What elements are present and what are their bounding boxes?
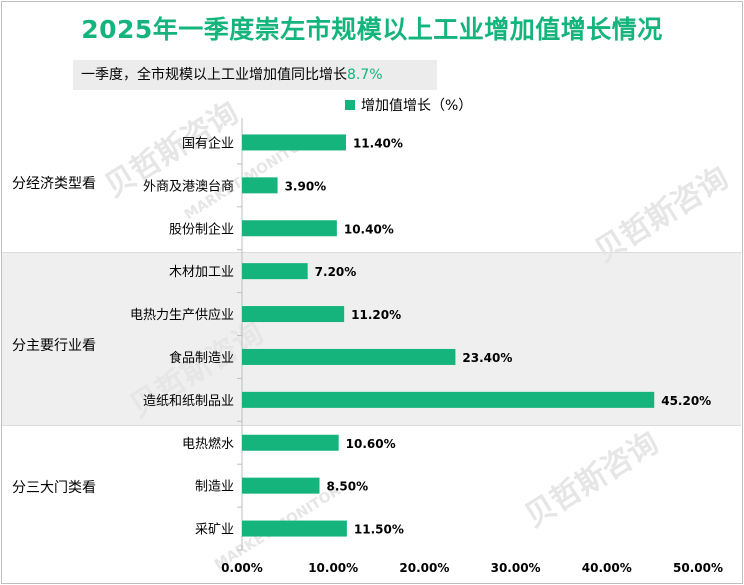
data-label: 23.40% (462, 351, 512, 365)
bar (242, 177, 278, 194)
bar (242, 520, 347, 537)
group-separator (2, 425, 741, 426)
chart-legend: 增加值增长（%） (345, 97, 472, 115)
bar (242, 134, 346, 151)
category-label: 采矿业 (195, 523, 234, 538)
category-label: 电热力生产供应业 (130, 307, 234, 323)
data-label: 8.50% (327, 480, 369, 494)
bar (242, 306, 345, 323)
legend-swatch (345, 100, 355, 110)
chart-subtitle: 一季度，全市规模以上工业增加值同比增长8.7% (73, 60, 437, 90)
bar (242, 391, 655, 408)
data-label: 10.40% (344, 222, 394, 236)
bar (242, 263, 308, 280)
data-label: 10.60% (346, 437, 396, 451)
x-tick-label: 30.00% (491, 561, 541, 575)
subtitle-text: 一季度，全市规模以上工业增加值同比增长 (81, 67, 347, 83)
group-separator (2, 252, 741, 253)
bar (242, 477, 320, 494)
data-label: 45.20% (661, 394, 711, 408)
x-tick-label: 0.00% (221, 561, 263, 575)
x-tick-label: 10.00% (308, 561, 358, 575)
bar (242, 220, 337, 237)
group-label-industry: 分主要行业看 (12, 338, 96, 354)
data-label: 11.50% (354, 523, 404, 537)
x-tick-label: 20.00% (399, 561, 449, 575)
category-label: 食品制造业 (169, 350, 234, 366)
category-label: 国有企业 (182, 135, 234, 151)
category-label: 制造业 (195, 480, 234, 495)
data-label: 11.40% (353, 136, 403, 150)
category-label: 造纸和纸制品业 (143, 394, 234, 409)
data-label: 11.20% (351, 308, 401, 322)
category-label: 股份制企业 (169, 221, 234, 237)
group-label-economic: 分经济类型看 (12, 176, 96, 192)
bar (242, 434, 339, 451)
subtitle-value: 8.7% (347, 67, 383, 83)
chart-title: 2025年一季度崇左市规模以上工业增加值增长情况 (81, 15, 663, 44)
category-label: 电热燃水 (182, 436, 234, 452)
group-label-category: 分三大门类看 (12, 480, 96, 496)
data-label: 7.20% (315, 265, 357, 279)
category-label: 木材加工业 (169, 265, 234, 280)
category-label: 外商及港澳台商 (143, 178, 234, 194)
x-tick-label: 50.00% (673, 561, 723, 575)
x-tick-label: 40.00% (582, 561, 632, 575)
data-label: 3.90% (285, 179, 327, 193)
legend-label: 增加值增长（%） (361, 98, 473, 114)
bar (242, 348, 456, 365)
